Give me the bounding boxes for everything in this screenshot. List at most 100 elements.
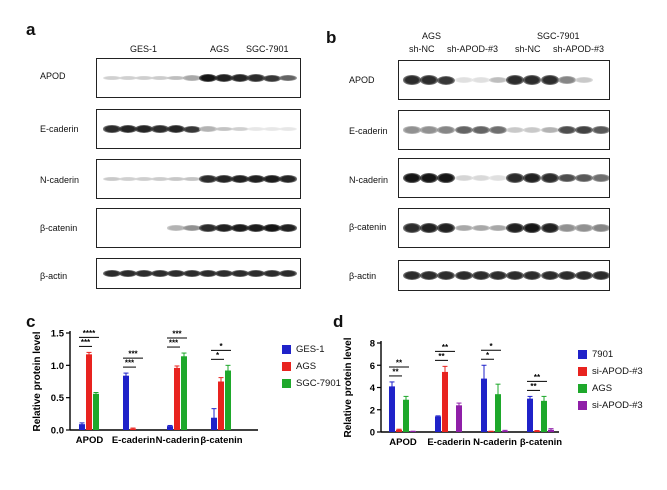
y-tick-label: 1.0 xyxy=(51,361,64,372)
significance-label: *** xyxy=(128,350,138,359)
sub-label-sgc-shapod: sh-APOD-#3 xyxy=(553,44,605,54)
band xyxy=(592,125,609,135)
band xyxy=(231,126,249,132)
band xyxy=(183,75,201,81)
band xyxy=(471,77,490,83)
band xyxy=(231,269,249,278)
band xyxy=(279,269,297,278)
blot-label-b-ncadherin: N-caderin xyxy=(349,175,389,185)
category-label: E-caderin xyxy=(427,437,470,448)
band xyxy=(263,175,281,183)
blot-label-b-bactin: β-actin xyxy=(349,271,377,281)
significance-label: * xyxy=(219,342,223,351)
legend-swatch xyxy=(282,361,291,371)
band xyxy=(489,224,507,232)
band xyxy=(471,270,490,281)
band xyxy=(437,126,456,134)
legend-label: 7901 xyxy=(592,349,614,360)
panel-letter-b: b xyxy=(326,28,337,47)
band xyxy=(167,225,185,231)
band xyxy=(454,175,473,181)
band xyxy=(119,75,137,81)
cell-line-ags: AGS xyxy=(422,31,442,41)
bar xyxy=(495,394,501,432)
significance-label: * xyxy=(216,351,220,360)
legend-entry: SGC-7901 xyxy=(282,378,341,389)
band xyxy=(437,75,456,85)
significance-label: ** xyxy=(534,373,541,382)
band xyxy=(523,223,542,233)
sub-label-ags-shapod: sh-APOD-#3 xyxy=(447,44,499,54)
group-label-ags: AGS xyxy=(210,44,230,54)
bar xyxy=(225,370,231,430)
bar xyxy=(534,430,540,432)
band xyxy=(183,176,201,182)
category-label: APOD xyxy=(76,435,104,446)
band xyxy=(437,270,456,281)
band xyxy=(575,224,593,232)
cell-line-sgc7901: SGC-7901 xyxy=(537,31,580,41)
significance-label: * xyxy=(486,351,490,360)
bar xyxy=(410,431,416,432)
band xyxy=(403,270,421,281)
band xyxy=(231,224,249,232)
band xyxy=(557,76,576,84)
band xyxy=(199,224,217,232)
band xyxy=(489,76,507,84)
group-label-ges1: GES-1 xyxy=(130,44,158,54)
band xyxy=(215,126,233,132)
blot-b-bcatenin xyxy=(398,208,610,248)
legend-entry: AGS xyxy=(578,383,612,394)
band xyxy=(103,269,121,278)
band xyxy=(471,175,490,181)
bar xyxy=(541,400,547,432)
band xyxy=(215,269,233,278)
significance-label: *** xyxy=(81,338,91,347)
band xyxy=(247,269,265,278)
band xyxy=(167,269,185,278)
band xyxy=(403,173,421,183)
band xyxy=(119,176,137,182)
band xyxy=(523,126,542,134)
legend-entry: AGS xyxy=(282,361,316,372)
bar xyxy=(488,431,494,432)
panel-letter-d: d xyxy=(333,312,344,331)
blot-a-apod xyxy=(96,58,301,98)
bar xyxy=(403,399,409,432)
bar xyxy=(86,354,92,430)
bar xyxy=(389,386,395,432)
bar xyxy=(481,378,487,432)
blot-label-b-apod: APOD xyxy=(349,75,375,85)
band xyxy=(215,175,233,183)
band xyxy=(103,125,121,133)
band xyxy=(103,75,121,81)
band xyxy=(540,173,559,183)
category-label: N-caderin xyxy=(473,437,517,448)
y-tick-label: 4 xyxy=(370,383,376,394)
band xyxy=(135,269,153,278)
band xyxy=(135,125,153,133)
sub-label-sgc-shnc: sh-NC xyxy=(515,44,541,54)
panel-letter-a: a xyxy=(26,20,36,39)
band xyxy=(523,75,542,85)
bar xyxy=(435,416,441,432)
legend-swatch xyxy=(578,366,587,376)
band xyxy=(420,126,439,134)
band xyxy=(403,223,421,233)
bar xyxy=(396,429,402,432)
band xyxy=(151,176,169,182)
band xyxy=(119,269,137,278)
band xyxy=(279,74,297,82)
legend-swatch xyxy=(578,383,587,393)
band xyxy=(183,225,201,231)
band xyxy=(557,125,576,135)
band xyxy=(199,126,217,132)
band xyxy=(489,270,507,281)
blot-label-bactin: β-actin xyxy=(40,271,68,281)
group-label-sgc7901: SGC-7901 xyxy=(246,44,289,54)
band xyxy=(231,74,249,82)
band xyxy=(167,176,185,182)
legend-label: AGS xyxy=(592,383,613,394)
band xyxy=(183,125,201,133)
